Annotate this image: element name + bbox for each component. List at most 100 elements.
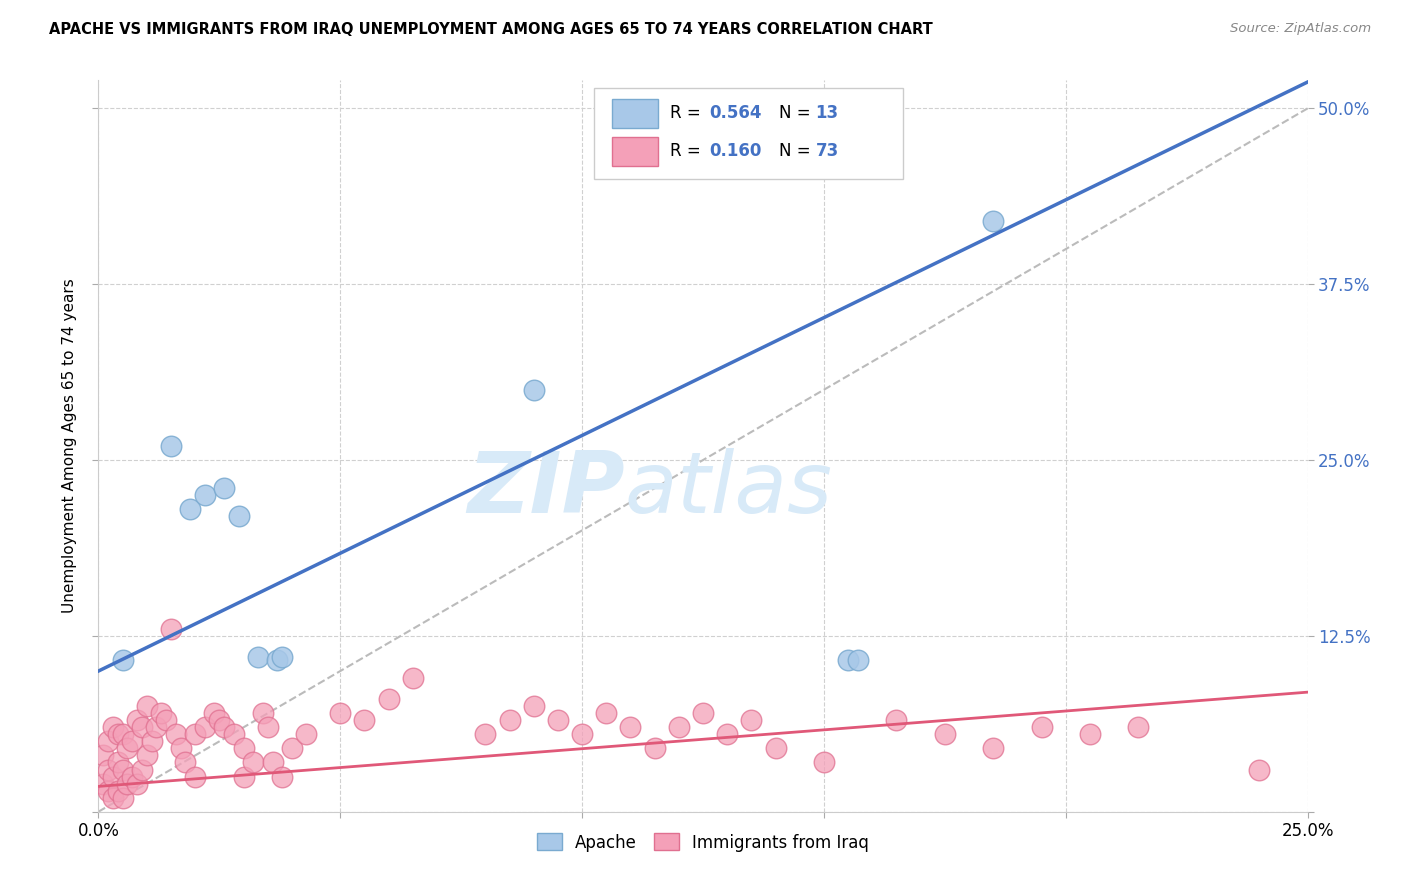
Point [644,741,666,756]
Point [256,720,278,734]
Point [107,756,129,770]
Text: 0.160: 0.160 [709,142,762,161]
Point [813,756,835,770]
Point [886,714,908,728]
Point [111,653,134,667]
Point [97,734,120,748]
Point [571,727,593,741]
Point [474,727,496,741]
Text: 13: 13 [815,104,838,122]
Point [765,741,787,756]
Text: N =: N = [779,142,815,161]
Text: N =: N = [779,104,815,122]
Y-axis label: Unemployment Among Ages 65 to 74 years: Unemployment Among Ages 65 to 74 years [62,278,77,614]
Point [101,770,124,784]
Text: 73: 73 [815,142,839,161]
Point [934,727,956,741]
Point [101,720,124,734]
Legend: Apache, Immigrants from Iraq: Apache, Immigrants from Iraq [530,827,876,858]
Point [111,763,134,777]
Point [91,776,114,790]
Point [184,770,207,784]
Point [160,439,183,453]
Point [97,783,120,797]
Point [212,720,235,734]
Point [692,706,714,721]
Point [160,622,183,636]
Text: Source: ZipAtlas.com: Source: ZipAtlas.com [1230,22,1371,36]
Point [523,383,546,397]
FancyBboxPatch shape [613,99,658,128]
Point [846,653,869,667]
Point [111,727,134,741]
Point [262,756,284,770]
Point [232,741,254,756]
Point [97,763,120,777]
Point [212,481,235,495]
Text: R =: R = [671,142,706,161]
Point [179,502,201,516]
Point [127,714,149,728]
Point [523,699,546,714]
Point [981,214,1004,228]
Point [271,650,294,665]
Point [135,748,157,763]
Point [242,756,264,770]
Point [135,699,157,714]
Point [141,734,163,748]
Point [208,714,231,728]
Point [121,734,143,748]
Text: APACHE VS IMMIGRANTS FROM IRAQ UNEMPLOYMENT AMONG AGES 65 TO 74 YEARS CORRELATIO: APACHE VS IMMIGRANTS FROM IRAQ UNEMPLOYM… [49,22,934,37]
FancyBboxPatch shape [613,136,658,166]
Point [222,727,245,741]
Point [194,488,217,502]
Point [498,714,520,728]
Point [91,748,114,763]
Text: R =: R = [671,104,706,122]
Point [232,770,254,784]
Point [837,653,859,667]
Point [117,776,139,790]
Point [740,714,762,728]
Point [117,741,139,756]
Point [150,706,173,721]
Point [266,653,288,667]
Point [145,720,167,734]
Point [1078,727,1101,741]
Point [353,714,375,728]
Point [107,783,129,797]
Point [329,706,352,721]
Point [1031,720,1053,734]
Point [595,706,617,721]
Point [169,741,191,756]
Point [111,790,134,805]
Text: 0.564: 0.564 [709,104,762,122]
Point [194,720,217,734]
Point [1249,763,1271,777]
FancyBboxPatch shape [595,87,903,179]
Point [295,727,318,741]
Point [131,720,153,734]
Point [281,741,304,756]
Point [252,706,274,721]
Point [101,790,124,805]
Point [165,727,187,741]
Point [228,509,250,524]
Point [155,714,177,728]
Point [1128,720,1150,734]
Point [247,650,270,665]
Point [402,671,425,685]
Point [619,720,641,734]
Point [377,692,399,706]
Point [204,706,226,721]
Point [184,727,207,741]
Text: ZIP: ZIP [467,449,624,532]
Text: atlas: atlas [624,449,832,532]
Point [174,756,197,770]
Point [547,714,569,728]
Point [127,776,149,790]
Point [716,727,738,741]
Point [981,741,1004,756]
Point [121,770,143,784]
Point [107,727,129,741]
